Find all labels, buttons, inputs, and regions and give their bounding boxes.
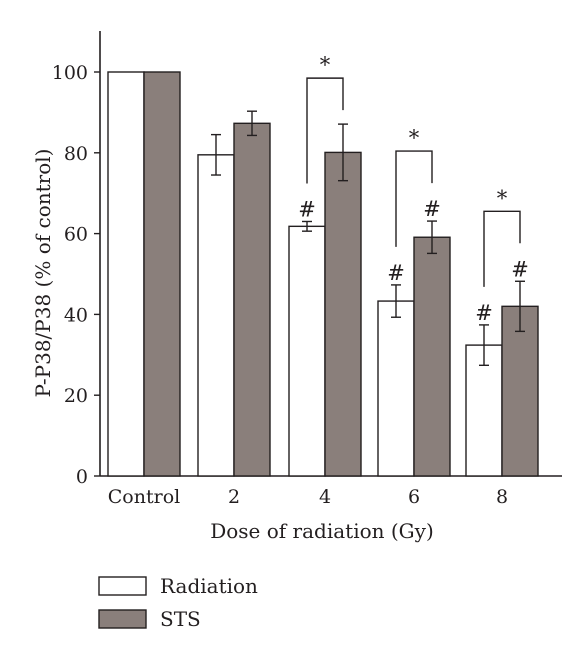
- bar-radiation-4: [288, 225, 326, 477]
- significance-bracket-8: *: [483, 186, 521, 287]
- significance-bracket-4: *: [306, 53, 344, 184]
- x-tick-label-8: 8: [496, 486, 508, 508]
- y-tick-label-20: 20: [64, 385, 88, 407]
- x-tick-label-2: 2: [228, 486, 240, 508]
- x-axis-title: Dose of radiation (Gy): [210, 519, 434, 543]
- x-ticks: Control 2 4 6 8: [108, 486, 508, 508]
- legend-swatch-sts: [98, 609, 147, 629]
- bar-sts-6: [413, 236, 451, 477]
- marker-radiation-8: #: [475, 301, 493, 325]
- bar-radiation-2: [197, 154, 235, 477]
- x-tick-label-control: Control: [108, 486, 180, 508]
- bracket-line: [483, 210, 521, 287]
- y-axis-title: P-P38/P38 (% of control): [31, 149, 55, 398]
- marker-radiation-4: #: [298, 197, 316, 221]
- error-bar-radiation-6: [391, 284, 401, 318]
- y-tick-label-0: 0: [76, 466, 88, 488]
- y-tick-label-40: 40: [64, 304, 88, 326]
- error-bar-radiation-8: [479, 324, 489, 367]
- significance-bracket-6: *: [395, 126, 433, 247]
- error-bar-radiation-4: [302, 220, 312, 232]
- marker-sts-8: #: [511, 257, 529, 281]
- x-tick-label-6: 6: [408, 486, 420, 508]
- significance-star: *: [497, 186, 508, 210]
- error-bar-sts-4: [338, 123, 348, 182]
- marker-radiation-6: #: [387, 261, 405, 285]
- significance-brackets: * * *: [306, 53, 521, 287]
- y-tick-label-100: 100: [52, 62, 88, 84]
- bar-radiation-6: [377, 300, 415, 477]
- marker-sts-6: #: [423, 197, 441, 221]
- bar-radiation-control: [107, 71, 145, 477]
- y-tick-label-80: 80: [64, 143, 88, 165]
- legend-label-radiation: Radiation: [160, 574, 258, 598]
- bracket-line: [395, 150, 433, 247]
- x-tick-label-4: 4: [319, 486, 331, 508]
- bar-sts-control: [143, 71, 181, 477]
- y-tick-label-60: 60: [64, 224, 88, 246]
- error-bar-sts-8: [515, 280, 525, 333]
- bars: [107, 71, 539, 477]
- error-bar-sts-6: [427, 220, 437, 255]
- bar-radiation-8: [465, 344, 503, 477]
- bar-sts-4: [324, 151, 362, 477]
- legend-label-sts: STS: [160, 607, 201, 631]
- error-bars: [211, 110, 525, 367]
- legend-swatch-radiation: [98, 576, 147, 596]
- bar-sts-8: [501, 305, 539, 477]
- bracket-line: [306, 77, 344, 184]
- significance-markers: # # # # #: [298, 197, 529, 325]
- y-ticks: 0 20 40 60 80 100: [52, 62, 100, 488]
- bar-sts-2: [233, 122, 271, 477]
- error-bar-sts-2: [247, 110, 257, 137]
- error-bar-radiation-2: [211, 133, 221, 176]
- significance-star: *: [409, 126, 420, 150]
- significance-star: *: [320, 53, 331, 77]
- legend: Radiation STS: [98, 574, 258, 631]
